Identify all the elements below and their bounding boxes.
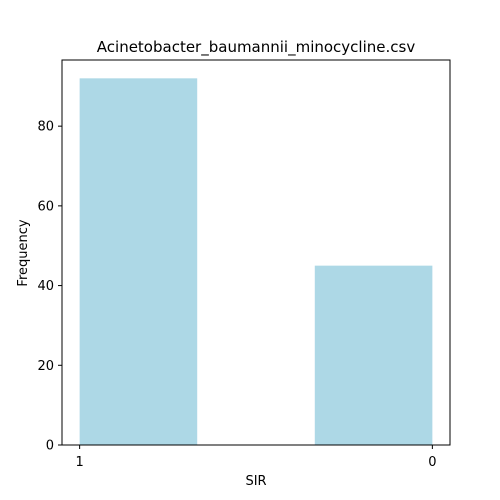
y-axis-label: Frequency (16, 219, 31, 286)
plot-frame (61, 59, 451, 446)
y-axis-ticks: 0 20 40 60 80 (37, 120, 62, 454)
bar-1 (79, 78, 198, 445)
chart-title: Acinetobacter_baumannii_minocycline.csv (97, 38, 416, 57)
x-axis-label: SIR (245, 474, 266, 489)
y-tick-label: 20 (37, 359, 54, 374)
y-tick-label: 60 (37, 199, 54, 214)
y-tick-label: 80 (37, 120, 54, 135)
bar-0 (314, 265, 433, 445)
y-tick-label: 0 (46, 439, 54, 454)
x-tick-label: 1 (75, 455, 83, 470)
x-tick-label: 0 (428, 455, 436, 470)
y-tick-label: 40 (37, 279, 54, 294)
bars-group (79, 78, 433, 445)
